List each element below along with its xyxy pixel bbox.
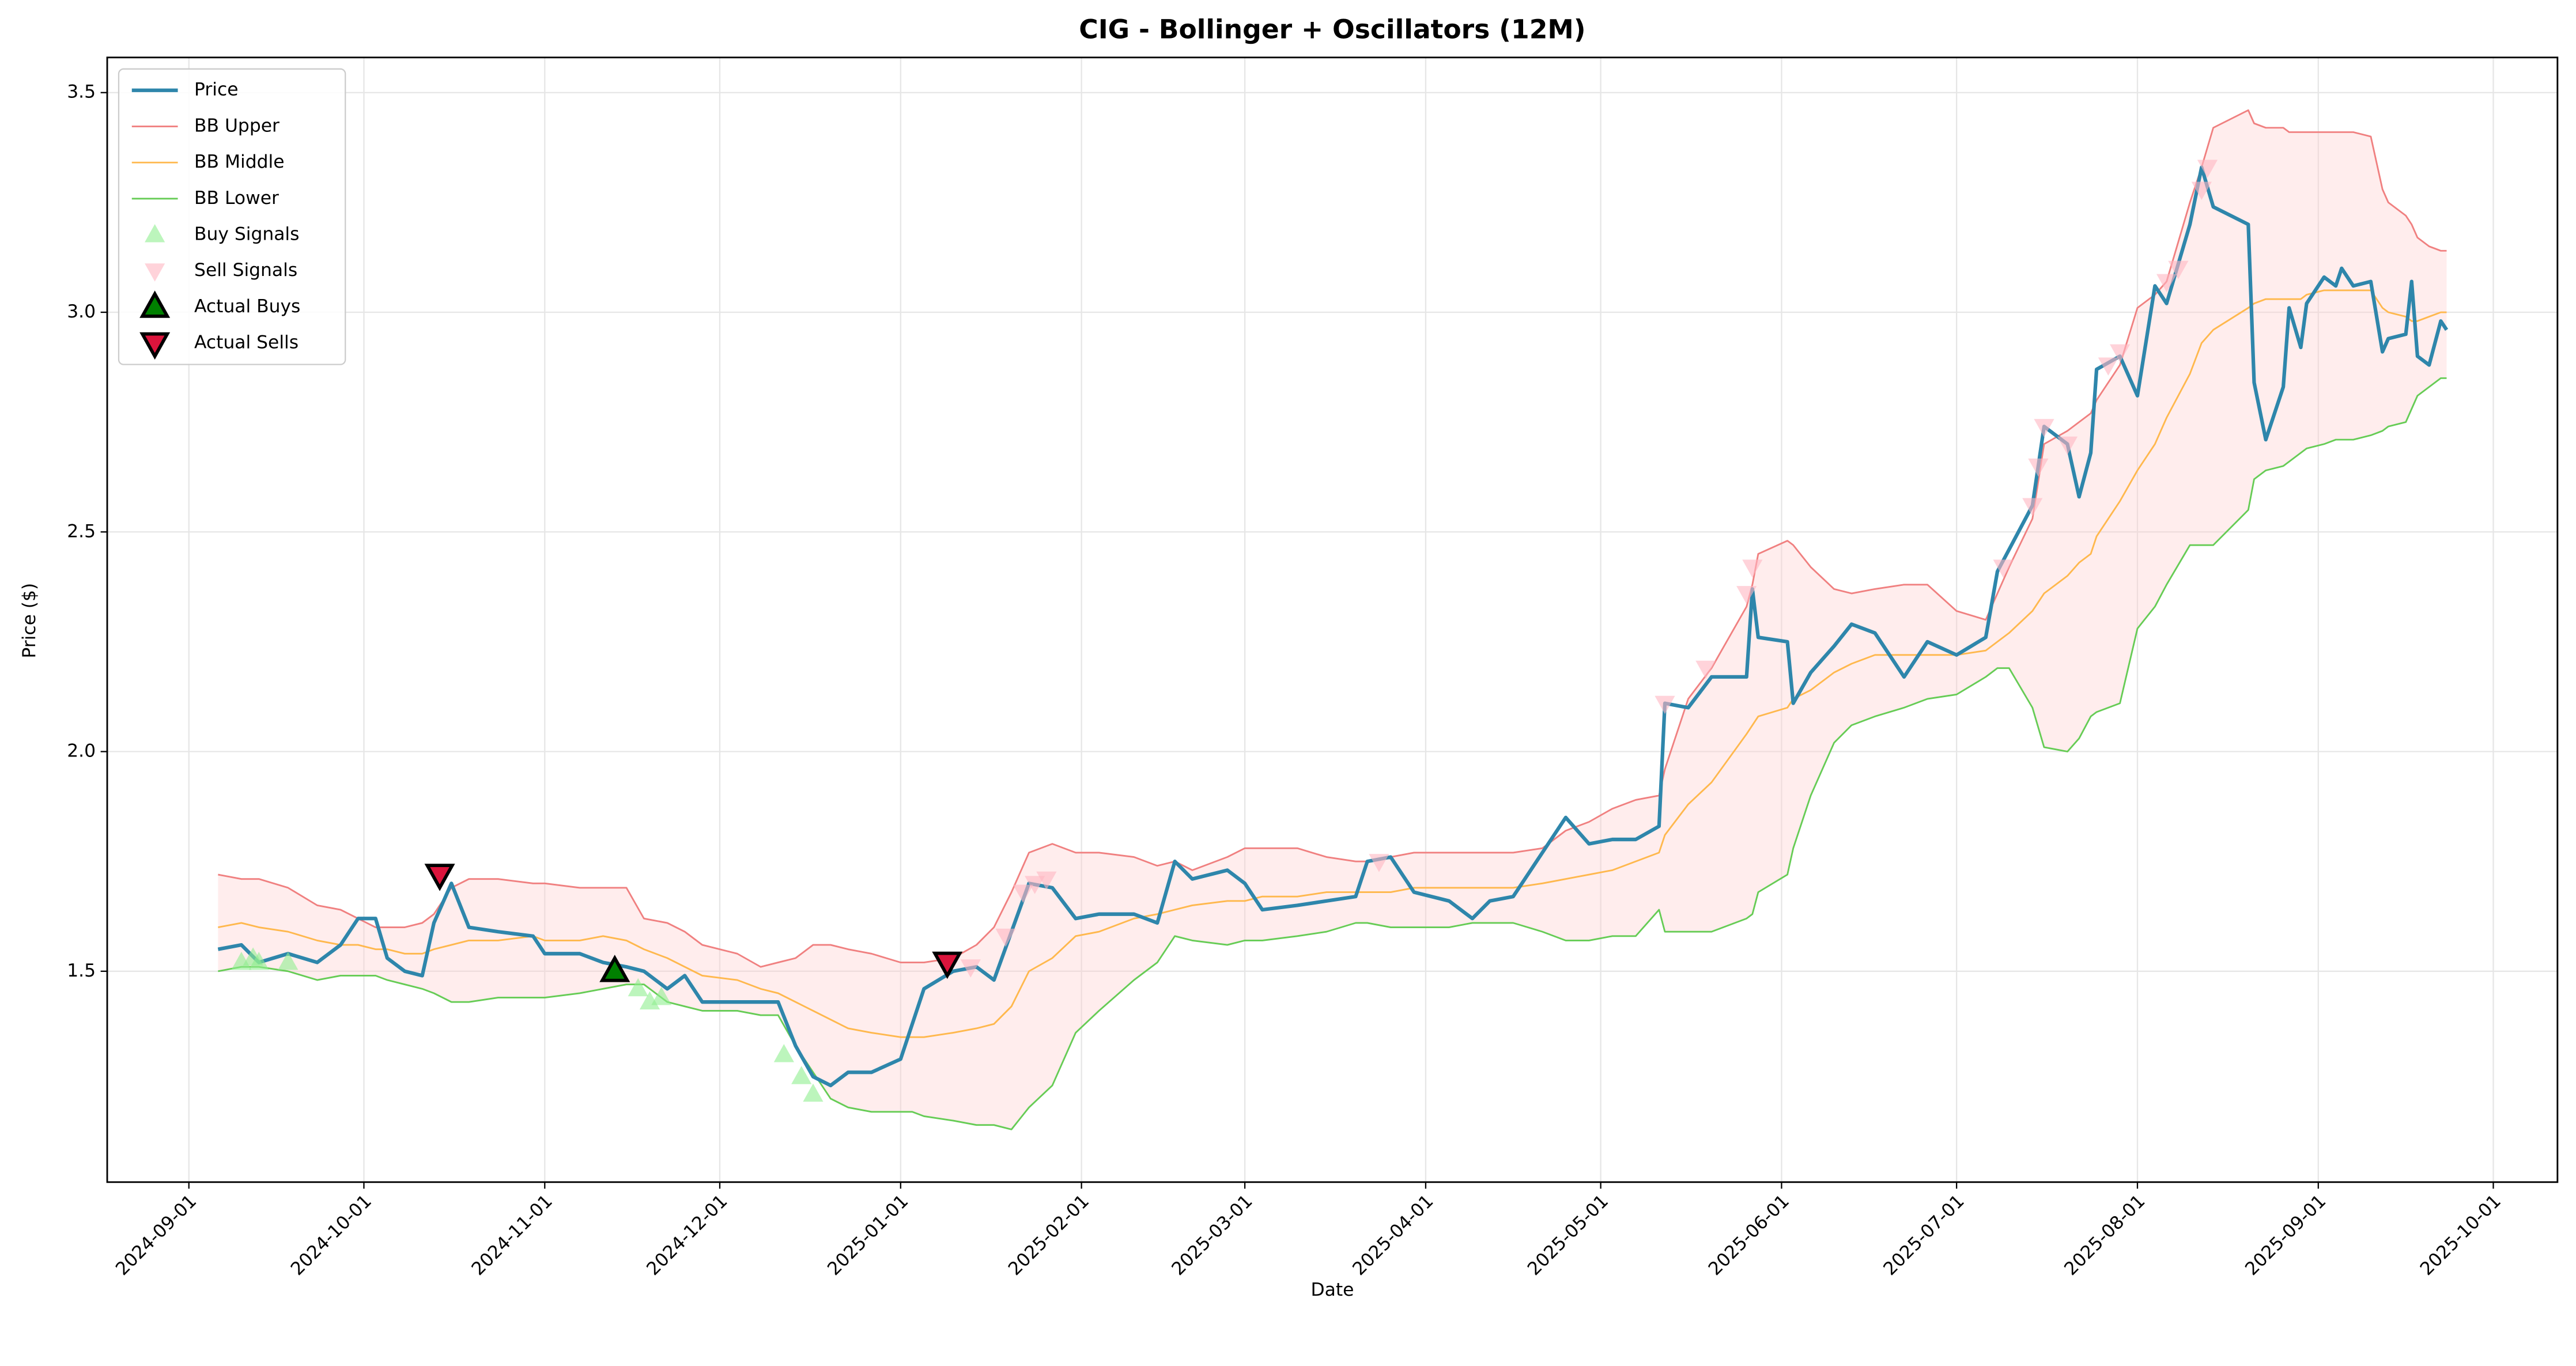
legend-label: Price — [194, 80, 238, 100]
legend-label: Sell Signals — [194, 260, 297, 281]
legend-box — [118, 68, 346, 365]
legend-label: BB Upper — [194, 115, 279, 136]
y-axis-label: Price ($) — [19, 583, 40, 659]
legend-swatch — [145, 263, 165, 282]
y-tick-label: 2.5 — [67, 521, 96, 542]
y-tick-label: 2.0 — [67, 741, 96, 762]
signal-marker — [1742, 559, 1763, 578]
signal-marker — [248, 952, 269, 970]
signal-marker — [803, 1083, 824, 1102]
signal-marker — [628, 978, 648, 997]
legend-label: Actual Sells — [194, 332, 299, 353]
signal-marker — [2022, 498, 2043, 517]
signal-marker — [2028, 458, 2049, 477]
signal-marker — [1369, 854, 1389, 872]
signal-marker — [2197, 160, 2218, 178]
signal-marker — [2110, 344, 2131, 363]
signal-marker — [1036, 871, 1057, 890]
signal-marker — [1655, 695, 1675, 714]
chart-title: CIG - Bollinger + Oscillators (12M) — [1079, 14, 1585, 45]
legend-label: Actual Buys — [194, 296, 300, 317]
signal-marker — [1013, 884, 1033, 903]
legend-label: BB Middle — [194, 152, 284, 172]
signal-marker — [2156, 274, 2177, 293]
trade-marker — [599, 955, 630, 982]
signal-marker — [1993, 559, 2014, 578]
signal-marker — [995, 928, 1016, 947]
y-tick-label: 3.5 — [67, 82, 96, 103]
x-axis-label: Date — [1310, 1280, 1354, 1300]
signal-marker — [2057, 436, 2078, 455]
y-tick-label: 3.0 — [67, 301, 96, 322]
line-series — [217, 165, 2449, 1088]
legend-swatch — [145, 224, 165, 243]
signal-marker — [791, 1066, 812, 1084]
signal-marker — [1695, 660, 1716, 679]
line-series — [218, 289, 2447, 1038]
line-series — [218, 109, 2447, 968]
legend-label: Buy Signals — [194, 224, 299, 245]
signal-marker — [1736, 586, 1757, 604]
signal-marker — [2168, 260, 2189, 279]
legend-label: BB Lower — [194, 188, 279, 209]
signal-marker — [960, 959, 981, 978]
y-tick-label: 1.5 — [67, 960, 96, 981]
legend-swatch — [139, 290, 171, 318]
trade-marker — [424, 864, 455, 891]
signal-marker — [2034, 419, 2054, 437]
signal-marker — [2098, 357, 2118, 376]
signal-marker — [773, 1044, 794, 1062]
signal-marker — [651, 987, 672, 1005]
plot-frame — [106, 56, 2559, 1183]
line-series — [218, 377, 2447, 1130]
signal-marker — [2191, 181, 2212, 200]
trade-marker — [932, 951, 963, 979]
signal-marker — [278, 952, 299, 970]
signal-marker — [1025, 876, 1045, 894]
legend-swatch — [139, 332, 171, 360]
